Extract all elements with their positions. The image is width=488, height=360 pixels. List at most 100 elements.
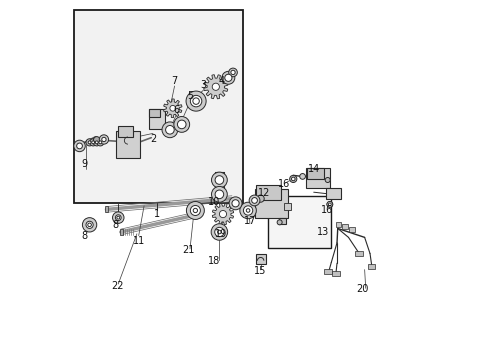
Text: 22: 22 <box>111 281 123 291</box>
Text: 14: 14 <box>307 164 320 174</box>
Text: 13: 13 <box>317 227 329 237</box>
Circle shape <box>102 137 106 141</box>
Text: 18: 18 <box>207 256 220 266</box>
Bar <box>367 264 375 269</box>
Circle shape <box>219 211 226 218</box>
Text: 8: 8 <box>112 220 118 230</box>
Circle shape <box>239 202 256 219</box>
Circle shape <box>190 206 200 216</box>
Circle shape <box>211 172 227 188</box>
Circle shape <box>211 186 227 202</box>
Bar <box>284 203 290 211</box>
Circle shape <box>74 140 85 152</box>
Bar <box>116 131 139 158</box>
Circle shape <box>328 203 330 206</box>
Text: 12: 12 <box>258 188 270 198</box>
Circle shape <box>224 74 231 81</box>
Polygon shape <box>163 99 182 118</box>
Circle shape <box>93 136 100 143</box>
Text: 11: 11 <box>132 236 144 246</box>
Circle shape <box>325 177 329 183</box>
Bar <box>105 206 108 212</box>
Circle shape <box>165 126 174 134</box>
Circle shape <box>257 195 264 202</box>
Bar <box>325 188 340 199</box>
Circle shape <box>174 117 189 132</box>
Text: 4: 4 <box>218 76 224 86</box>
Text: 19: 19 <box>215 229 227 239</box>
Circle shape <box>326 202 332 207</box>
Bar <box>324 269 332 274</box>
Circle shape <box>222 71 234 84</box>
Bar <box>120 229 122 235</box>
Circle shape <box>117 216 120 219</box>
Circle shape <box>86 221 93 228</box>
Circle shape <box>212 83 219 90</box>
Circle shape <box>192 98 199 104</box>
Circle shape <box>246 209 249 212</box>
Bar <box>306 168 324 179</box>
Circle shape <box>99 135 108 144</box>
Bar <box>255 189 287 218</box>
Circle shape <box>77 143 82 149</box>
Circle shape <box>185 91 206 111</box>
Text: 21: 21 <box>183 245 195 255</box>
Circle shape <box>115 215 121 221</box>
Circle shape <box>251 198 257 203</box>
Polygon shape <box>212 203 233 225</box>
Text: 1: 1 <box>153 209 160 219</box>
Text: 16: 16 <box>320 206 332 216</box>
Circle shape <box>89 139 97 146</box>
Bar <box>335 222 341 227</box>
Circle shape <box>86 139 93 146</box>
Bar <box>348 227 354 232</box>
Bar <box>74 10 242 203</box>
Circle shape <box>97 139 104 146</box>
Text: 7: 7 <box>171 76 177 86</box>
Circle shape <box>88 141 91 144</box>
Bar <box>354 251 362 256</box>
Text: 17: 17 <box>243 216 256 226</box>
Bar <box>256 185 281 200</box>
Circle shape <box>82 218 97 232</box>
Circle shape <box>289 175 296 183</box>
Bar <box>267 196 330 248</box>
Bar <box>148 109 159 117</box>
Bar <box>255 254 265 264</box>
Circle shape <box>277 220 282 225</box>
Circle shape <box>112 212 124 224</box>
Polygon shape <box>203 75 227 99</box>
Bar <box>118 126 132 137</box>
Text: 6: 6 <box>173 105 179 115</box>
Text: 10: 10 <box>207 197 220 207</box>
Bar <box>306 168 329 188</box>
Circle shape <box>217 230 221 234</box>
Circle shape <box>291 177 294 181</box>
Circle shape <box>92 141 94 144</box>
Text: 3: 3 <box>200 80 206 90</box>
Text: 2: 2 <box>150 134 156 144</box>
Circle shape <box>243 206 252 215</box>
Text: 20: 20 <box>356 284 368 294</box>
Text: 15: 15 <box>254 266 266 276</box>
Circle shape <box>99 141 102 144</box>
Circle shape <box>177 120 185 129</box>
Circle shape <box>228 68 237 77</box>
Circle shape <box>95 141 98 144</box>
Text: 8: 8 <box>81 231 88 240</box>
Circle shape <box>186 202 204 220</box>
Circle shape <box>93 139 100 146</box>
Circle shape <box>162 122 178 138</box>
Circle shape <box>215 190 223 199</box>
Text: 5: 5 <box>187 91 193 101</box>
Circle shape <box>249 195 260 206</box>
Circle shape <box>215 176 223 184</box>
Bar <box>148 109 164 129</box>
Bar <box>331 271 339 276</box>
Text: 16: 16 <box>277 179 289 189</box>
Circle shape <box>169 105 175 111</box>
Text: 9: 9 <box>81 159 88 169</box>
Circle shape <box>190 95 202 107</box>
Circle shape <box>299 174 305 179</box>
Bar <box>278 218 285 225</box>
